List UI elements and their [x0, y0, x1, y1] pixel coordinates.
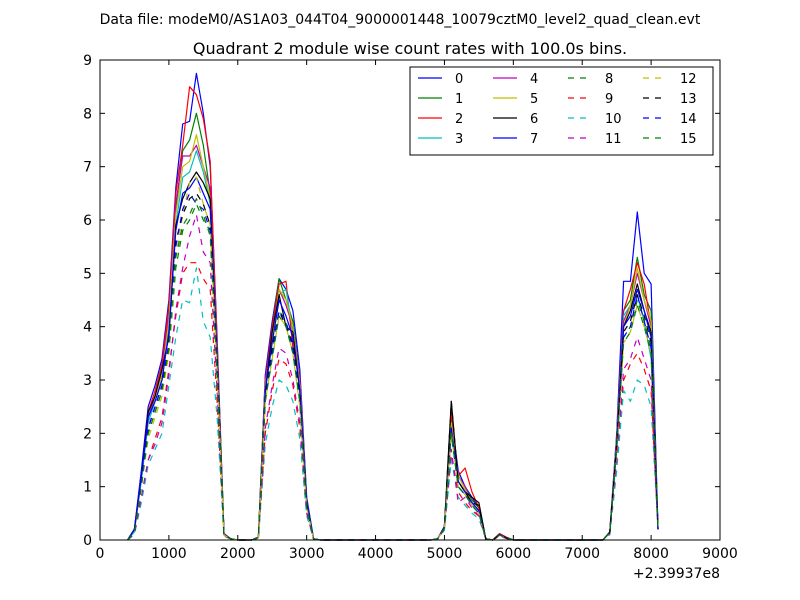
legend-label-2: 2 — [455, 112, 463, 127]
legend-label-0: 0 — [455, 72, 463, 87]
y-tick-label: 9 — [83, 53, 92, 69]
x-tick-label: 5000 — [427, 546, 463, 562]
legend-label-1: 1 — [455, 92, 463, 107]
legend-label-9: 9 — [605, 92, 613, 107]
x-tick-label: 0 — [96, 546, 105, 562]
plot-frame — [99, 59, 721, 541]
ticks-layer: 0 1000 2000 3000 4000 5000 6000 7000 8000 9000012… — [83, 53, 738, 562]
legend-label-11: 11 — [605, 132, 622, 147]
x-tick-label: 4000 — [358, 546, 394, 562]
series-line-3 — [127, 150, 659, 541]
chart-title: Quadrant 2 module wise count rates with … — [193, 39, 627, 58]
x-tick-label: 3000 — [289, 546, 325, 562]
legend-label-13: 13 — [680, 92, 697, 107]
legend-label-12: 12 — [680, 72, 697, 87]
x-tick-label: 2000 — [220, 546, 256, 562]
legend-box — [409, 66, 714, 156]
x-offset-label: +2.39937e8 — [633, 566, 720, 582]
series-line-4 — [127, 144, 659, 541]
series-line-11 — [127, 214, 659, 541]
series-line-14 — [127, 192, 659, 541]
y-tick-label: 0 — [83, 533, 92, 549]
series-line-7 — [127, 176, 659, 541]
series-line-9 — [127, 262, 659, 541]
series-line-8 — [127, 203, 659, 541]
legend-label-15: 15 — [680, 132, 697, 147]
legend-label-8: 8 — [605, 72, 613, 87]
x-tick-label: 6000 — [496, 546, 532, 562]
legend-label-3: 3 — [455, 132, 463, 147]
legend-label-5: 5 — [530, 92, 538, 107]
series-line-5 — [127, 134, 659, 541]
x-tick-label: 9000 — [702, 546, 738, 562]
y-tick-label: 2 — [83, 426, 92, 442]
y-tick-label: 1 — [83, 480, 92, 496]
x-tick-label: 1000 — [151, 546, 187, 562]
y-tick-label: 6 — [83, 213, 92, 229]
legend-label-7: 7 — [530, 132, 538, 147]
x-tick-label: 8000 — [633, 546, 669, 562]
y-tick-label: 3 — [83, 373, 92, 389]
series-line-12 — [127, 176, 659, 541]
series-line-13 — [127, 192, 659, 541]
y-tick-label: 7 — [83, 160, 92, 176]
legend-label-14: 14 — [680, 112, 697, 127]
y-tick-label: 8 — [83, 106, 92, 122]
legend-label-4: 4 — [530, 72, 538, 87]
legend-label-10: 10 — [605, 112, 622, 127]
series-line-10 — [127, 267, 659, 541]
legend-label-6: 6 — [530, 112, 538, 127]
x-tick-label: 7000 — [564, 546, 600, 562]
series-line-15 — [127, 198, 659, 541]
y-tick-label: 4 — [83, 320, 92, 336]
series-line-6 — [127, 171, 659, 541]
y-tick-label: 5 — [83, 266, 92, 282]
chart-suptitle: Data file: modeM0/AS1A03_044T04_90000014… — [100, 12, 701, 28]
